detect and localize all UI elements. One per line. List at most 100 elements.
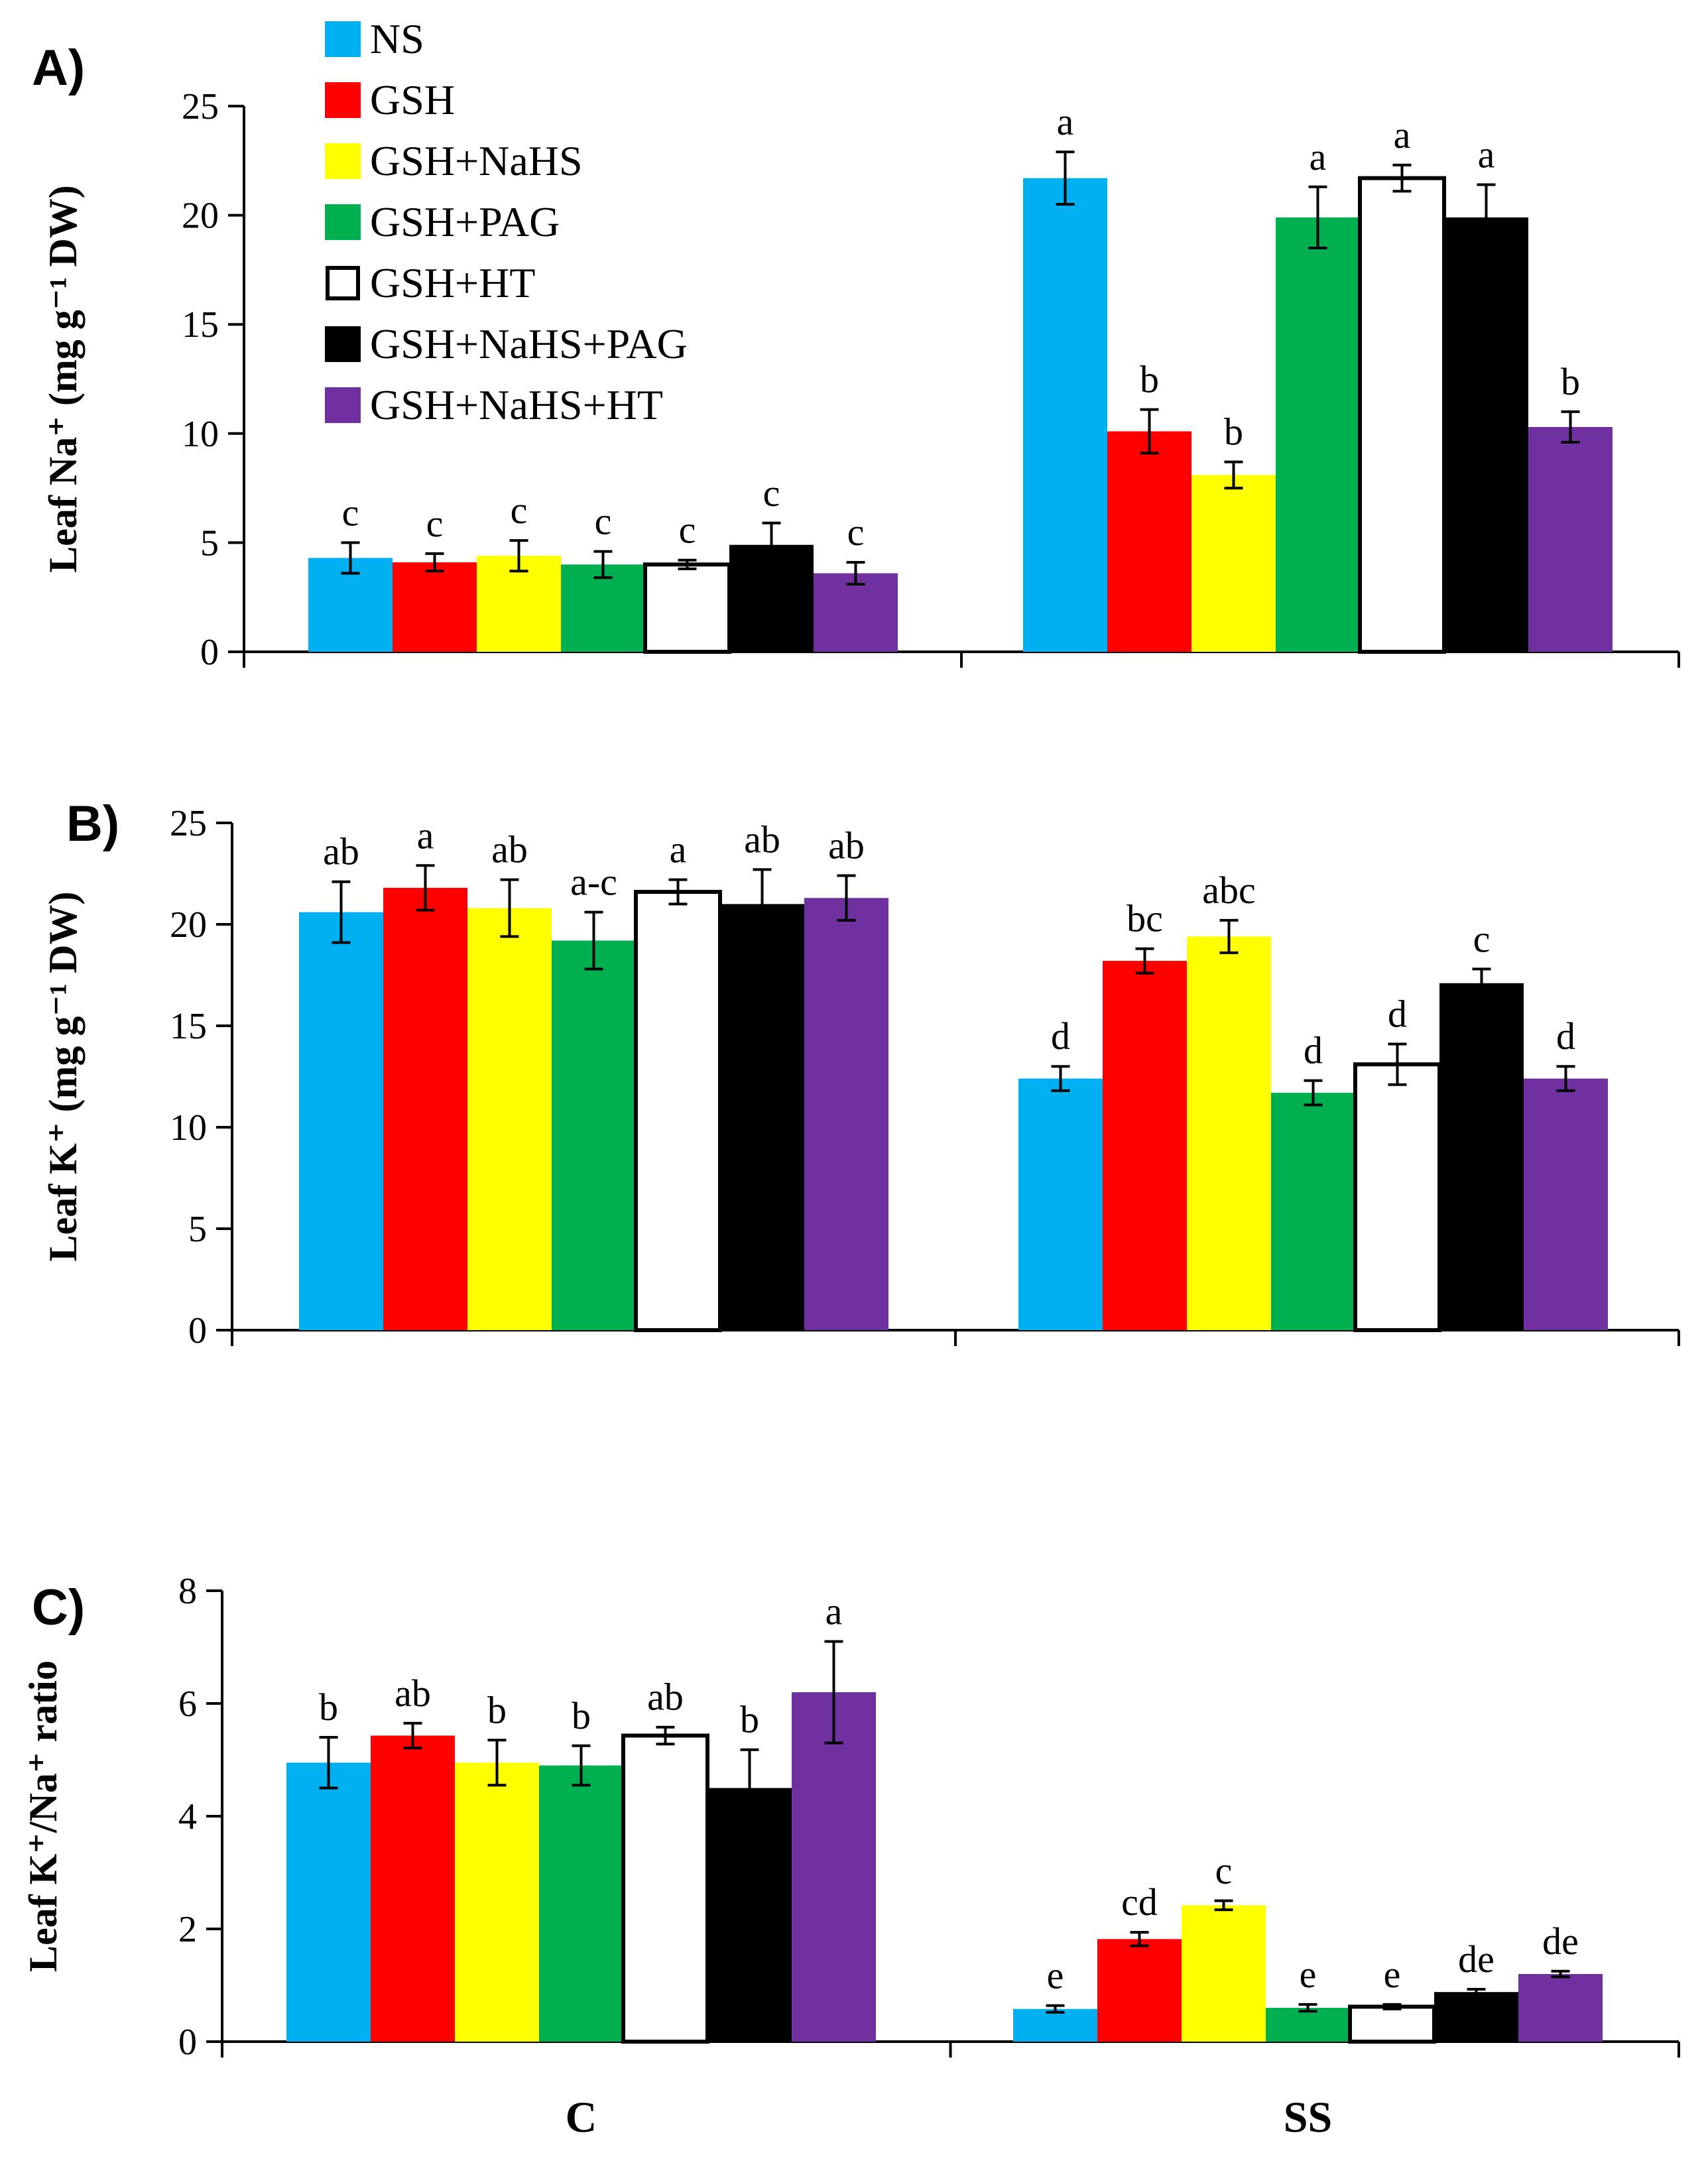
legend-label: NS	[370, 15, 424, 62]
significance-label: c	[1473, 917, 1491, 960]
significance-label: de	[1458, 1938, 1494, 1981]
significance-label: d	[1051, 1015, 1070, 1058]
bar	[1434, 1992, 1518, 2042]
error-bar	[668, 878, 688, 906]
bar	[1358, 176, 1446, 654]
error-bar	[572, 1744, 591, 1787]
bar	[1182, 1905, 1266, 2042]
error-bar	[1561, 410, 1580, 444]
significance-label: c	[763, 471, 780, 515]
error-bar	[1392, 163, 1412, 193]
significance-label: abc	[1202, 869, 1256, 912]
error-bar	[416, 864, 435, 912]
significance-label: ab	[647, 1676, 684, 1719]
y-tick-label: 15	[182, 304, 219, 345]
error-bar	[1551, 1969, 1570, 1979]
significance-label: a	[1310, 135, 1327, 178]
significance-label: d	[1556, 1015, 1575, 1058]
bar	[1276, 217, 1360, 652]
legend-label: GSH+NaHS	[370, 137, 583, 184]
bar	[1023, 178, 1107, 652]
error-bar	[1467, 1987, 1486, 1997]
legend-swatch	[325, 82, 361, 118]
bar	[455, 1762, 539, 2042]
significance-label: a	[417, 814, 434, 857]
y-tick-label: 5	[200, 523, 219, 564]
error-bar	[341, 541, 360, 575]
chart-panel-1: 0 5 10 15 20 25 c c c c c c c a b b a a a b A) Leaf Na⁺ (mg g…	[32, 40, 1680, 673]
bar	[539, 1765, 623, 2042]
y-tick-label: 8	[178, 1571, 197, 1612]
bar	[643, 562, 731, 654]
bar	[720, 904, 804, 1330]
error-bar	[1472, 967, 1491, 999]
error-bar	[1135, 947, 1154, 975]
y-tick-label: 25	[182, 86, 219, 127]
significance-label: b	[572, 1694, 591, 1737]
significance-label: ab	[395, 1672, 431, 1715]
legend-swatch	[325, 387, 361, 423]
error-bar	[1298, 2003, 1317, 2013]
significance-label: a	[670, 828, 687, 871]
error-bar	[824, 1640, 843, 1745]
y-tick-label: 20	[182, 196, 219, 237]
legend-label: GSH+HT	[370, 259, 535, 306]
bar	[1191, 475, 1276, 652]
significance-label: ab	[323, 830, 359, 873]
significance-label: c	[1215, 1849, 1233, 1892]
bar	[1187, 936, 1271, 1330]
y-tick-label: 15	[170, 1006, 207, 1047]
bar	[383, 887, 467, 1330]
error-bar	[1308, 185, 1327, 249]
error-bar	[1382, 2003, 1402, 2010]
bar	[1444, 217, 1528, 652]
bar	[707, 1788, 792, 2042]
significance-label: c	[511, 489, 528, 532]
legend-item: GSH+NaHS	[325, 137, 583, 184]
significance-label: c	[595, 500, 612, 543]
y-axis-label: Leaf K⁺ (mg g⁻¹ DW)	[41, 892, 85, 1262]
error-bar	[584, 910, 603, 971]
significance-label: a	[825, 1590, 843, 1633]
y-tick-label: 0	[178, 2022, 197, 2063]
legend-item: NS	[325, 15, 424, 62]
significance-label: cd	[1121, 1881, 1158, 1924]
y-tick-label: 2	[178, 1909, 197, 1950]
category-label: SS	[1284, 2093, 1332, 2142]
bar	[371, 1735, 455, 2042]
significance-label: c	[679, 509, 696, 552]
bar	[1348, 2005, 1436, 2044]
legend-label: GSH+PAG	[370, 198, 560, 245]
error-bar	[846, 561, 865, 586]
significance-label: a-c	[570, 861, 617, 904]
bar	[814, 573, 898, 652]
error-bar	[1214, 1899, 1233, 1912]
panel-label: B)	[66, 796, 119, 852]
legend-item: GSH+HT	[326, 259, 535, 306]
error-bar	[487, 1739, 507, 1787]
panel-label: C)	[32, 1579, 85, 1636]
error-bar	[656, 1725, 675, 1746]
bar	[1439, 983, 1524, 1330]
significance-label: de	[1542, 1920, 1579, 1963]
bar	[1524, 1078, 1608, 1330]
legend-item: GSH	[325, 76, 455, 123]
error-bar	[753, 868, 772, 940]
error-bar	[1304, 1079, 1323, 1107]
error-bar	[403, 1721, 422, 1750]
significance-label: b	[319, 1686, 338, 1729]
chart-panel-3: 0 2 4 6 8 b ab b b ab b a e cd c e e de de C) Leaf K⁺/Na⁺ ra…	[21, 1571, 1680, 2142]
error-bar	[509, 539, 528, 573]
legend-swatch	[326, 266, 360, 300]
legend-swatch	[325, 204, 361, 240]
bar	[1103, 961, 1187, 1330]
error-bar	[1130, 1931, 1149, 1947]
error-bar	[1046, 2004, 1065, 2014]
error-bar	[740, 1748, 759, 1828]
legend-label: GSH+NaHS+PAG	[370, 320, 688, 367]
legend-swatch	[325, 21, 361, 57]
bar	[621, 1733, 709, 2044]
bar	[1518, 1974, 1603, 2042]
bar	[552, 940, 636, 1330]
